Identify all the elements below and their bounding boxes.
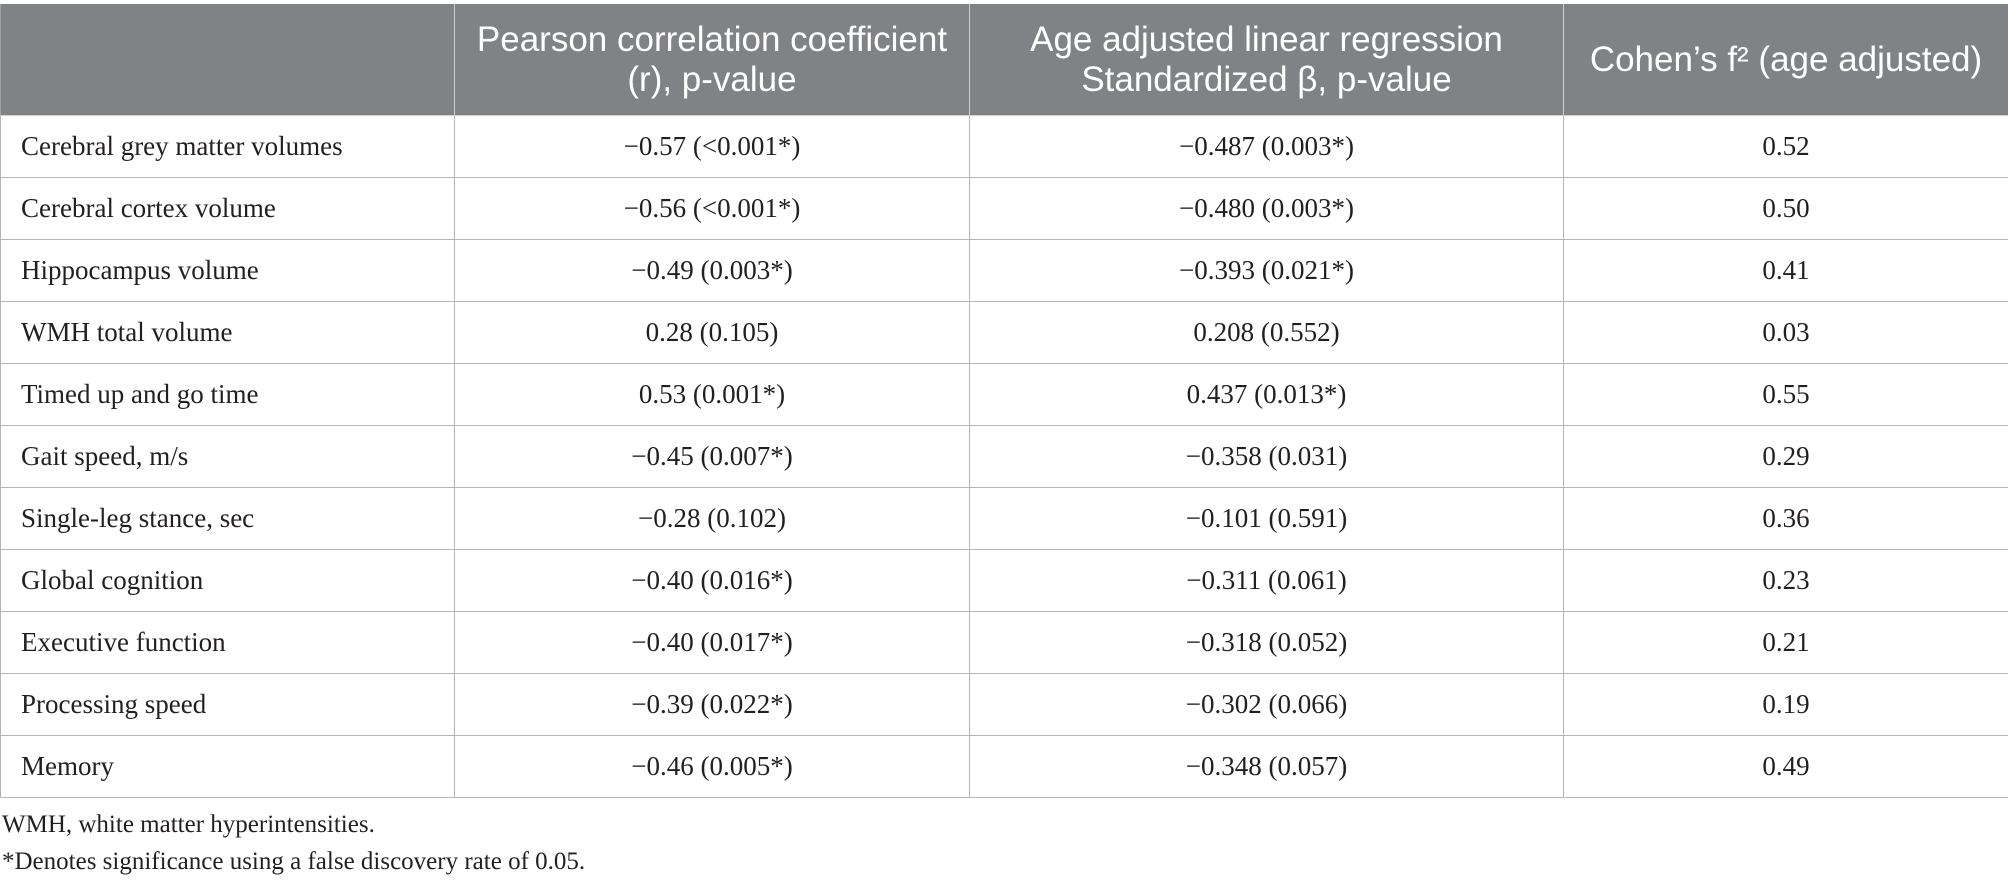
- cohen-cell: 0.19: [1563, 673, 2008, 736]
- cohen-cell: 0.41: [1563, 239, 2008, 302]
- cohen-cell: 0.50: [1563, 177, 2008, 240]
- pearson-cell: −0.46 (0.005*): [454, 735, 970, 798]
- row-label: Global cognition: [0, 549, 455, 612]
- cohen-cell: 0.52: [1563, 115, 2008, 178]
- table-row: WMH total volume 0.28 (0.105) 0.208 (0.5…: [0, 301, 2008, 364]
- regression-cell: −0.358 (0.031): [969, 425, 1564, 488]
- row-label: Hippocampus volume: [0, 239, 455, 302]
- header-row: Pearson correlation coefficient (r), p-v…: [0, 4, 2008, 116]
- table-row: Hippocampus volume −0.49 (0.003*) −0.393…: [0, 239, 2008, 302]
- pearson-cell: −0.45 (0.007*): [454, 425, 970, 488]
- footnote-significance: *Denotes significance using a false disc…: [2, 848, 586, 875]
- pearson-cell: −0.56 (<0.001*): [454, 177, 970, 240]
- table-row: Global cognition −0.40 (0.016*) −0.311 (…: [0, 549, 2008, 612]
- table-row: Processing speed −0.39 (0.022*) −0.302 (…: [0, 673, 2008, 736]
- header-pearson: Pearson correlation coefficient (r), p-v…: [454, 4, 970, 116]
- table-row: Single-leg stance, sec −0.28 (0.102) −0.…: [0, 487, 2008, 550]
- table-row: Gait speed, m/s −0.45 (0.007*) −0.358 (0…: [0, 425, 2008, 488]
- table-body: Cerebral grey matter volumes −0.57 (<0.0…: [0, 115, 2008, 798]
- pearson-cell: −0.57 (<0.001*): [454, 115, 970, 178]
- row-label: Executive function: [0, 611, 455, 674]
- pearson-cell: −0.39 (0.022*): [454, 673, 970, 736]
- header-cohen: Cohen’s f² (age adjusted): [1563, 4, 2008, 116]
- regression-cell: −0.318 (0.052): [969, 611, 1564, 674]
- row-label: Single-leg stance, sec: [0, 487, 455, 550]
- regression-cell: −0.101 (0.591): [969, 487, 1564, 550]
- footnote-abbreviation: WMH, white matter hyperintensities.: [2, 811, 375, 838]
- header-regression-text: Age adjusted linear regression Standardi…: [1030, 19, 1503, 99]
- results-table: Pearson correlation coefficient (r), p-v…: [0, 4, 2008, 798]
- regression-cell: −0.393 (0.021*): [969, 239, 1564, 302]
- regression-cell: −0.480 (0.003*): [969, 177, 1564, 240]
- row-label: WMH total volume: [0, 301, 455, 364]
- regression-cell: 0.208 (0.552): [969, 301, 1564, 364]
- row-label: Gait speed, m/s: [0, 425, 455, 488]
- cohen-cell: 0.21: [1563, 611, 2008, 674]
- pearson-cell: −0.28 (0.102): [454, 487, 970, 550]
- cohen-cell: 0.29: [1563, 425, 2008, 488]
- header-pearson-text: Pearson correlation coefficient (r), p-v…: [476, 19, 948, 99]
- pearson-cell: 0.53 (0.001*): [454, 363, 970, 426]
- regression-cell: −0.311 (0.061): [969, 549, 1564, 612]
- row-label: Timed up and go time: [0, 363, 455, 426]
- table-header: Pearson correlation coefficient (r), p-v…: [0, 4, 2008, 116]
- cohen-cell: 0.03: [1563, 301, 2008, 364]
- header-cohen-text: Cohen’s f² (age adjusted): [1589, 39, 1983, 79]
- pearson-cell: −0.40 (0.017*): [454, 611, 970, 674]
- regression-cell: −0.302 (0.066): [969, 673, 1564, 736]
- table-row: Executive function −0.40 (0.017*) −0.318…: [0, 611, 2008, 674]
- row-label: Cerebral cortex volume: [0, 177, 455, 240]
- row-label: Processing speed: [0, 673, 455, 736]
- table-row: Timed up and go time 0.53 (0.001*) 0.437…: [0, 363, 2008, 426]
- pearson-cell: 0.28 (0.105): [454, 301, 970, 364]
- cohen-cell: 0.36: [1563, 487, 2008, 550]
- table-row: Memory −0.46 (0.005*) −0.348 (0.057) 0.4…: [0, 735, 2008, 798]
- regression-cell: −0.348 (0.057): [969, 735, 1564, 798]
- cohen-cell: 0.49: [1563, 735, 2008, 798]
- row-label: Cerebral grey matter volumes: [0, 115, 455, 178]
- row-label: Memory: [0, 735, 455, 798]
- pearson-cell: −0.40 (0.016*): [454, 549, 970, 612]
- cohen-cell: 0.55: [1563, 363, 2008, 426]
- header-regression: Age adjusted linear regression Standardi…: [969, 4, 1564, 116]
- table-row: Cerebral cortex volume −0.56 (<0.001*) −…: [0, 177, 2008, 240]
- table-row: Cerebral grey matter volumes −0.57 (<0.0…: [0, 115, 2008, 178]
- pearson-cell: −0.49 (0.003*): [454, 239, 970, 302]
- regression-cell: 0.437 (0.013*): [969, 363, 1564, 426]
- regression-cell: −0.487 (0.003*): [969, 115, 1564, 178]
- header-variable: [0, 4, 455, 116]
- cohen-cell: 0.23: [1563, 549, 2008, 612]
